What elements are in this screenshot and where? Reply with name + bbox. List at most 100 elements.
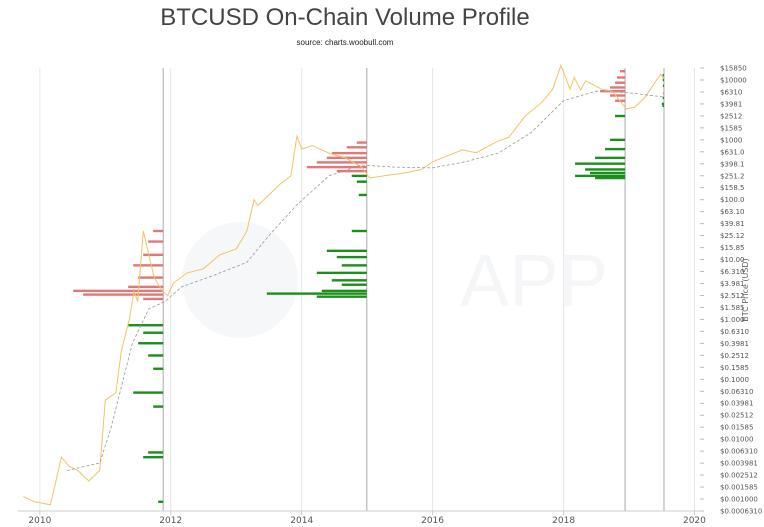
volume-bar bbox=[148, 354, 164, 357]
y-tick-label: $0.01585 bbox=[720, 424, 753, 432]
volume-profile bbox=[575, 70, 626, 180]
y-tick-label: $3.981 bbox=[720, 280, 745, 288]
volume-bar bbox=[336, 255, 367, 259]
volume-bar bbox=[356, 180, 367, 183]
y-tick-label: $0.001000 bbox=[720, 496, 758, 504]
y-tick-label: $0.003981 bbox=[720, 460, 758, 468]
y-tick-label: $0.1000 bbox=[720, 376, 749, 384]
volume-bar bbox=[617, 76, 626, 79]
volume-bar bbox=[662, 104, 664, 108]
volume-bar bbox=[143, 297, 164, 301]
volume-bar bbox=[73, 289, 164, 293]
volume-profile bbox=[266, 141, 367, 298]
y-axis: $15850 $10000 $6310 $3981 $2512 $1585 $1000 $63… bbox=[700, 65, 762, 516]
volume-bar bbox=[341, 264, 367, 267]
volume-bar bbox=[153, 367, 164, 370]
volume-bar bbox=[346, 146, 367, 149]
volume-bar bbox=[138, 276, 164, 279]
volume-bar bbox=[585, 168, 626, 171]
y-tick-label: $15850 bbox=[720, 65, 747, 73]
x-tick-label: 2012 bbox=[159, 516, 182, 526]
watermark-logo-circle bbox=[182, 222, 298, 338]
volume-bar bbox=[662, 96, 664, 100]
y-tick-label: $10000 bbox=[720, 76, 747, 84]
volume-bar bbox=[316, 161, 367, 164]
x-tick-label: 2016 bbox=[421, 516, 444, 526]
watermark: APP bbox=[182, 222, 608, 338]
volume-bar bbox=[358, 193, 367, 197]
y-tick-label: $1.000 bbox=[720, 316, 745, 324]
y-tick-label: $0.2512 bbox=[720, 352, 749, 360]
chart-title: BTCUSD On-Chain Volume Profile bbox=[160, 4, 530, 31]
y-tick-label: $0.06310 bbox=[720, 388, 753, 396]
y-tick-label: $25.12 bbox=[720, 232, 745, 240]
y-tick-label: $0.006310 bbox=[720, 448, 758, 456]
y-tick-label: $0.001585 bbox=[720, 484, 758, 492]
y-tick-label: $0.03981 bbox=[720, 400, 753, 408]
volume-bar bbox=[615, 114, 626, 118]
volume-bar bbox=[143, 253, 164, 257]
volume-bar bbox=[138, 342, 164, 345]
volume-bar bbox=[356, 141, 367, 144]
volume-bar bbox=[143, 455, 164, 459]
y-tick-label: $0.002512 bbox=[720, 472, 758, 480]
volume-bar bbox=[336, 169, 367, 173]
x-axis: 2010 2012 2014 2016 2018 2020 bbox=[18, 510, 706, 526]
volume-bar bbox=[663, 92, 664, 95]
volume-bar bbox=[326, 249, 367, 253]
volume-bar bbox=[143, 331, 164, 334]
volume-bar bbox=[610, 94, 626, 97]
volume-bar bbox=[620, 70, 626, 73]
price-series-layer bbox=[23, 63, 665, 506]
x-tick-label: 2018 bbox=[552, 516, 575, 526]
volume-bar bbox=[331, 151, 367, 155]
volume-bar bbox=[331, 279, 367, 282]
volume-bar bbox=[128, 285, 164, 289]
y-tick-label: $0.02512 bbox=[720, 412, 753, 420]
volume-bar bbox=[306, 165, 367, 169]
trend-line bbox=[66, 90, 665, 471]
y-tick-label: $6310 bbox=[720, 88, 742, 96]
y-tick-label: $6.310 bbox=[720, 268, 745, 276]
y-tick-label: $2512 bbox=[720, 112, 742, 120]
y-tick-label: $398.1 bbox=[720, 160, 745, 168]
volume-bar bbox=[316, 271, 367, 275]
volume-bar bbox=[158, 500, 164, 503]
volume-bar bbox=[148, 240, 164, 243]
volume-profile bbox=[73, 229, 164, 503]
volume-bar bbox=[351, 229, 367, 233]
y-tick-label: $10.00 bbox=[720, 256, 745, 264]
y-tick-label: $1000 bbox=[720, 136, 742, 144]
y-tick-label: $0.01000 bbox=[720, 436, 753, 444]
y-tick-label: $631.0 bbox=[720, 148, 745, 156]
x-tick-label: 2020 bbox=[683, 516, 706, 526]
volume-bar bbox=[595, 156, 626, 160]
volume-bar bbox=[316, 295, 367, 298]
y-tick-label: $3981 bbox=[720, 100, 742, 108]
volume-bar bbox=[133, 264, 164, 267]
y-tick-label: $0.0006310 bbox=[720, 508, 762, 516]
y-tick-label: $1.585 bbox=[720, 304, 745, 312]
volume-profile bbox=[661, 74, 664, 108]
x-tick-label: 2010 bbox=[28, 516, 51, 526]
volume-bar bbox=[321, 289, 367, 293]
volume-bar bbox=[595, 176, 626, 180]
volume-bar bbox=[605, 147, 626, 151]
volume-bar bbox=[341, 283, 367, 286]
y-tick-label: $63.10 bbox=[720, 208, 745, 216]
volume-bar bbox=[662, 74, 664, 77]
y-tick-label: $0.1585 bbox=[720, 364, 749, 372]
y-axis-title: BTC Price (USD) bbox=[741, 258, 750, 321]
volume-bar bbox=[590, 171, 626, 175]
volume-profile-layer bbox=[73, 70, 664, 503]
volume-bar bbox=[615, 81, 626, 84]
volume-bar bbox=[148, 451, 164, 454]
volume-bar bbox=[326, 156, 367, 160]
grid-layer bbox=[39, 68, 695, 511]
y-tick-label: $2.512 bbox=[720, 292, 745, 300]
volume-bar bbox=[153, 229, 164, 233]
volume-bar bbox=[153, 405, 164, 408]
chart-subtitle: source: charts.woobull.com bbox=[296, 38, 394, 47]
watermark-text: APP bbox=[460, 239, 608, 322]
